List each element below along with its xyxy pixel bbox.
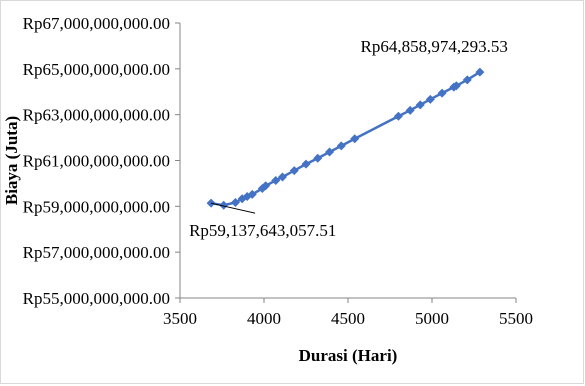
- data-point: [405, 105, 415, 115]
- y-axis: Rp55,000,000,000.00 Rp57,000,000,000.00 Rp…: [23, 14, 181, 308]
- data-point: [301, 159, 311, 169]
- data-point: [277, 172, 287, 182]
- x-tick-label: 4000: [247, 309, 281, 328]
- data-point: [451, 81, 461, 91]
- x-tick-label: 4500: [331, 309, 365, 328]
- data-point: [261, 181, 271, 191]
- y-tick-label: Rp55,000,000,000.00: [23, 289, 170, 308]
- data-point: [350, 134, 360, 144]
- x-axis: 3500 4000 4500 5000 5500: [163, 297, 533, 328]
- y-tick-label: Rp65,000,000,000.00: [23, 60, 170, 79]
- y-tick-label: Rp59,000,000,000.00: [23, 197, 170, 216]
- x-tick-label: 3500: [163, 309, 197, 328]
- data-point: [219, 200, 229, 210]
- data-point: [325, 147, 335, 157]
- data-point: [289, 166, 299, 176]
- data-point: [247, 189, 257, 199]
- y-tick-label: Rp63,000,000,000.00: [23, 106, 170, 125]
- y-tick-label: Rp57,000,000,000.00: [23, 243, 170, 262]
- data-point: [230, 197, 240, 207]
- data-point: [393, 111, 403, 121]
- y-tick-label: Rp67,000,000,000.00: [23, 14, 170, 33]
- y-tick-label: Rp61,000,000,000.00: [23, 152, 170, 171]
- y-axis-title: Biaya (Juta): [2, 116, 21, 205]
- data-label-max: Rp64,858,974,293.53: [361, 37, 508, 56]
- x-tick-label: 5000: [415, 309, 449, 328]
- annotations: Rp64,858,974,293.53 Rp59,137,643,057.51: [189, 37, 508, 240]
- data-point: [336, 141, 346, 151]
- x-tick-label: 5500: [499, 309, 533, 328]
- series-1: [206, 67, 485, 210]
- data-point: [415, 100, 425, 110]
- data-point: [425, 94, 435, 104]
- data-point: [475, 67, 485, 77]
- data-point: [437, 88, 447, 98]
- data-label-min: Rp59,137,643,057.51: [189, 221, 336, 240]
- data-point: [271, 175, 281, 185]
- data-point: [462, 75, 472, 85]
- data-point: [313, 153, 323, 163]
- leader-line: [210, 202, 256, 214]
- x-axis-title: Durasi (Hari): [299, 346, 398, 365]
